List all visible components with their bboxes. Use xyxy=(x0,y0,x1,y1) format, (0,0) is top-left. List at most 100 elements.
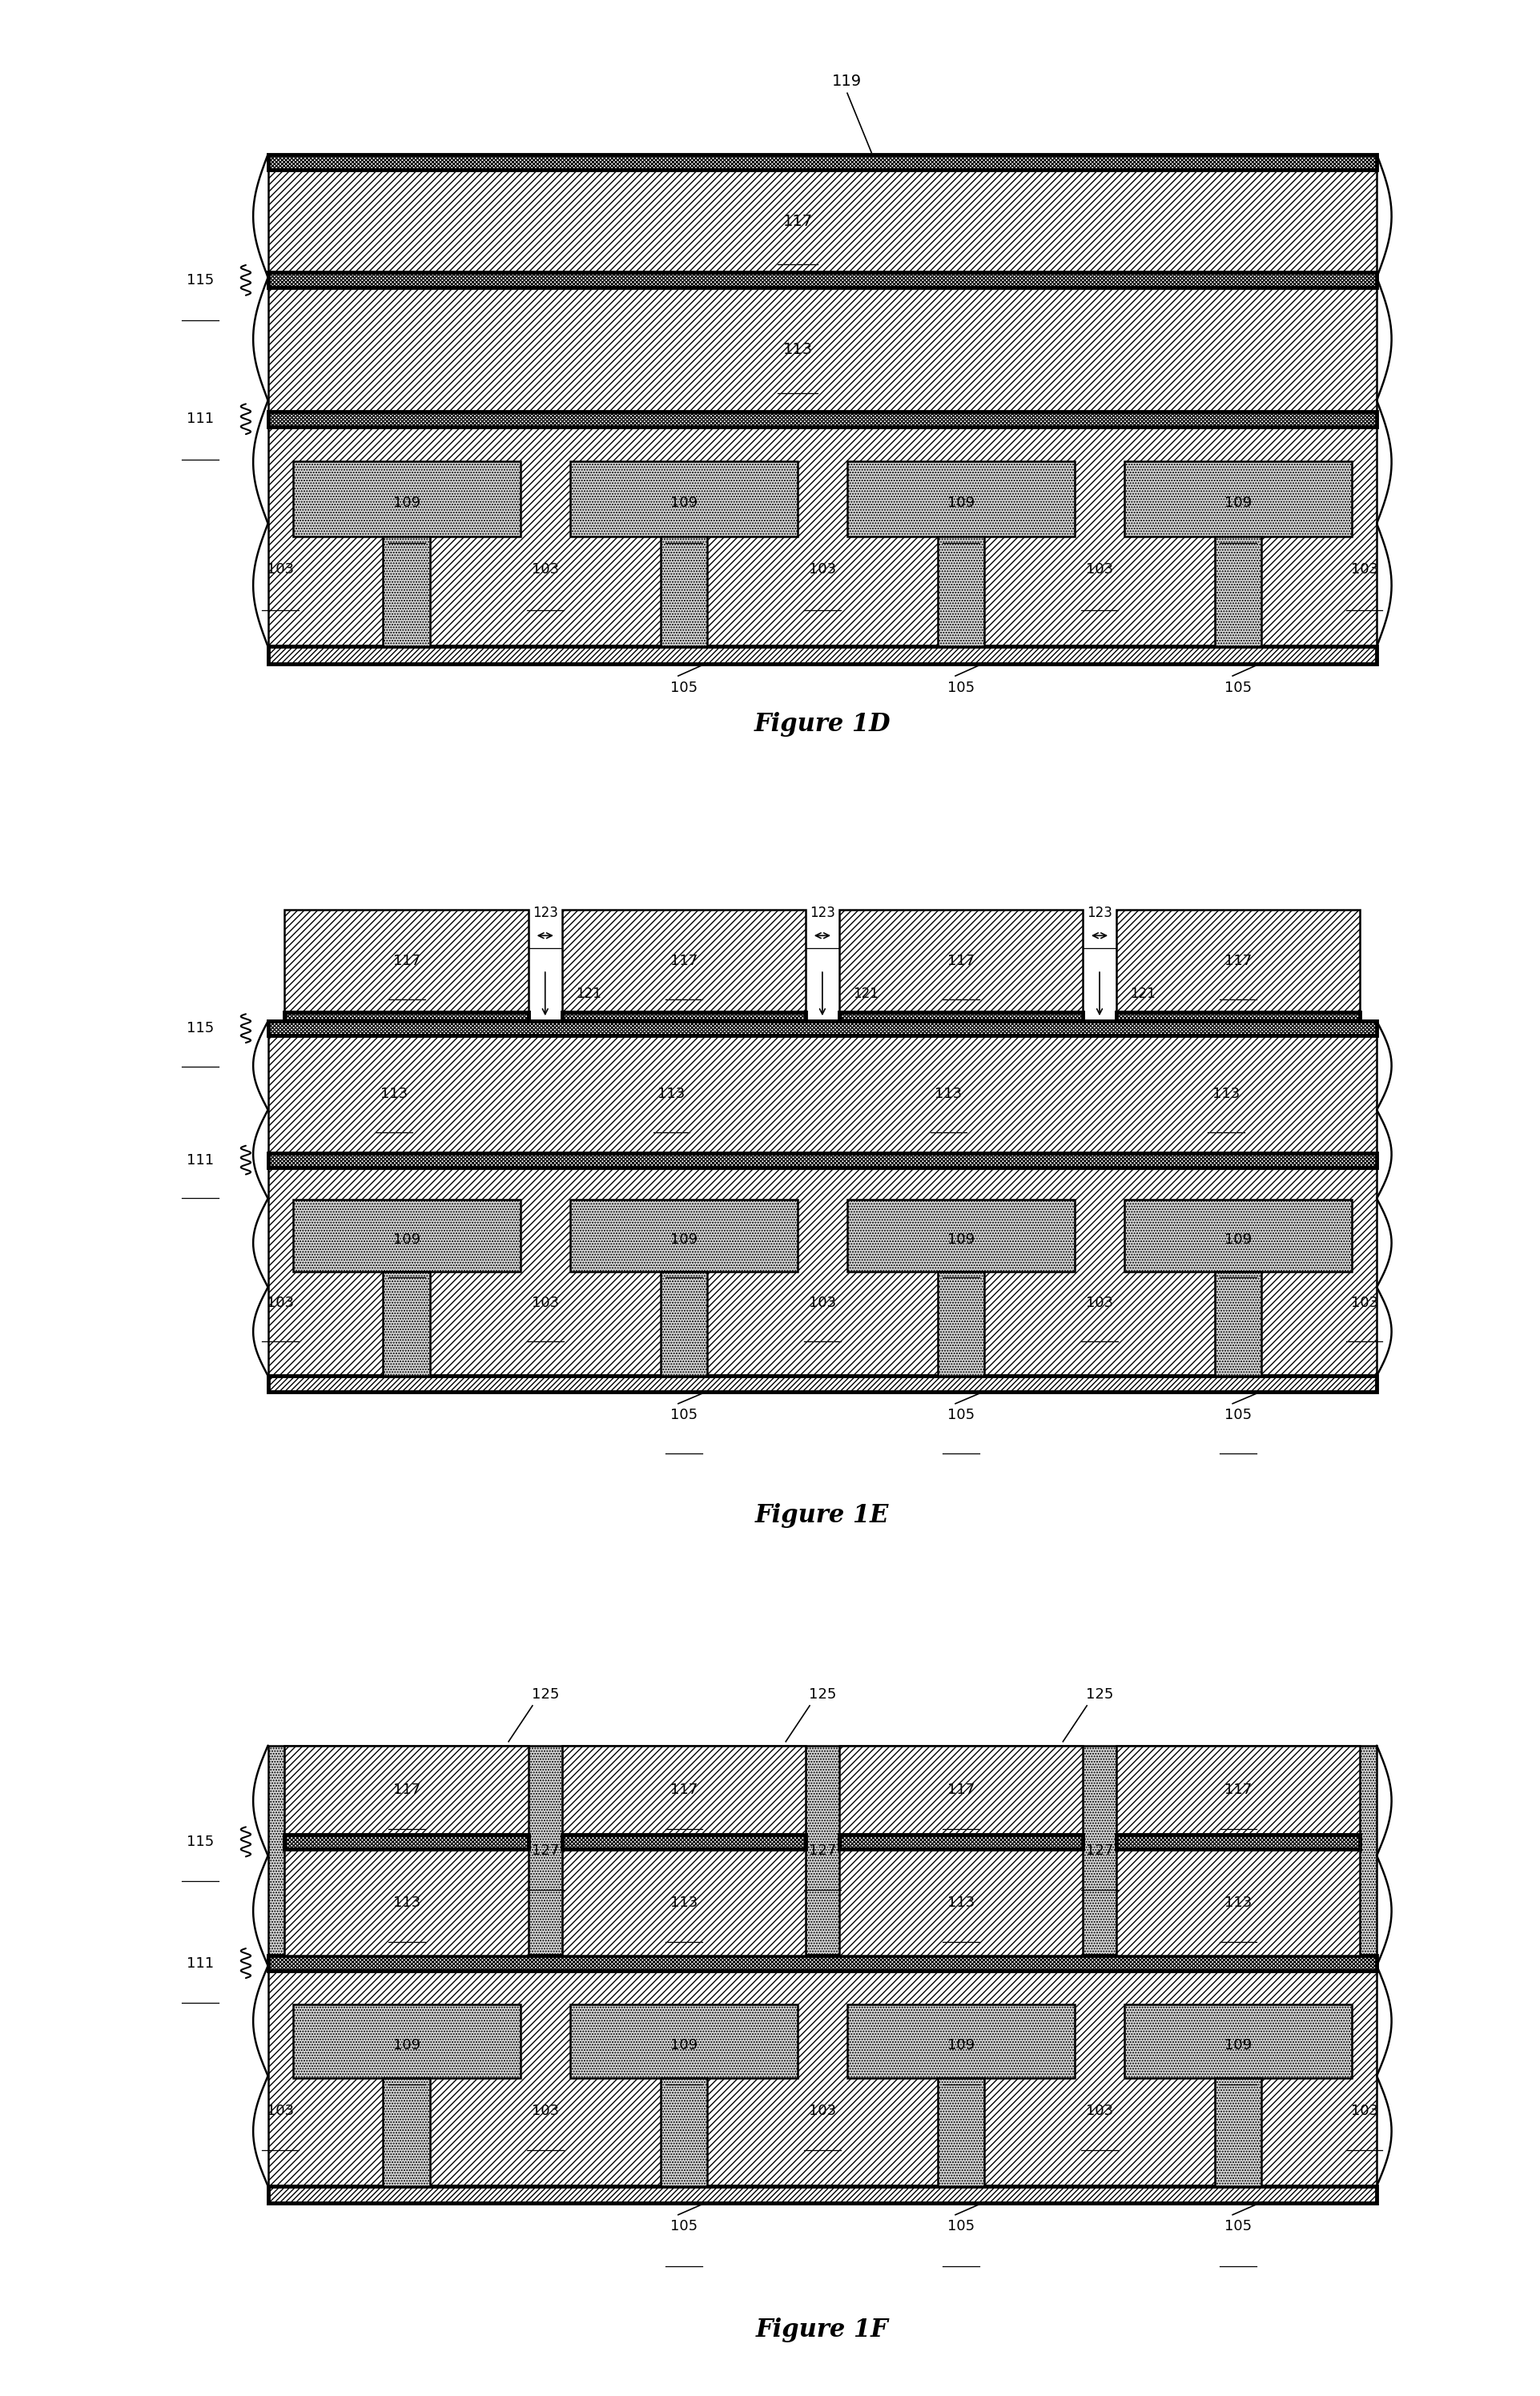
Bar xyxy=(562,1014,805,1021)
Bar xyxy=(1124,2005,1352,2077)
Text: 117: 117 xyxy=(1224,954,1252,968)
Bar xyxy=(839,910,1083,1014)
Bar xyxy=(268,1375,1377,1392)
Bar xyxy=(562,1850,805,1955)
Text: 103: 103 xyxy=(1351,1296,1378,1311)
Bar xyxy=(570,1200,798,1272)
Bar xyxy=(268,426,1377,647)
Text: 127: 127 xyxy=(1086,1843,1113,1857)
Bar xyxy=(847,2005,1075,2077)
Text: 121: 121 xyxy=(1130,987,1157,1002)
Text: 103: 103 xyxy=(1351,2104,1378,2118)
Text: 103: 103 xyxy=(531,1296,559,1311)
Bar xyxy=(938,537,984,647)
Bar xyxy=(268,412,1377,426)
Bar xyxy=(268,1021,1377,1035)
Text: 117: 117 xyxy=(670,1783,698,1797)
Text: 121: 121 xyxy=(576,987,602,1002)
Bar xyxy=(293,460,521,537)
Text: 109: 109 xyxy=(1224,2039,1252,2053)
Bar xyxy=(285,1747,528,1835)
Text: 123: 123 xyxy=(533,906,557,920)
Text: 103: 103 xyxy=(266,1296,294,1311)
Bar xyxy=(285,1014,528,1021)
Text: 113: 113 xyxy=(380,1088,408,1102)
Text: Figure 1F: Figure 1F xyxy=(756,2317,889,2343)
Bar xyxy=(383,1272,430,1375)
Text: 115: 115 xyxy=(186,1021,214,1035)
Text: 109: 109 xyxy=(393,496,420,510)
Bar xyxy=(268,1747,1377,1955)
Bar xyxy=(293,1200,521,1272)
Bar xyxy=(268,273,1377,288)
Bar xyxy=(847,1200,1075,1272)
Text: 103: 103 xyxy=(1086,2104,1113,2118)
Bar xyxy=(570,460,798,537)
Text: 105: 105 xyxy=(947,1409,975,1423)
Text: 103: 103 xyxy=(266,563,294,577)
Bar xyxy=(268,2185,1377,2202)
Bar xyxy=(285,1835,528,1850)
Bar xyxy=(938,1272,984,1375)
Text: 127: 127 xyxy=(531,1843,559,1857)
Text: 103: 103 xyxy=(808,563,836,577)
Text: 103: 103 xyxy=(1086,1296,1113,1311)
Text: 113: 113 xyxy=(782,343,813,357)
Text: 125: 125 xyxy=(808,1687,836,1701)
Bar xyxy=(1116,1014,1360,1021)
Text: 103: 103 xyxy=(531,2104,559,2118)
Text: 111: 111 xyxy=(186,1152,214,1167)
Text: 113: 113 xyxy=(1212,1088,1240,1102)
Text: 123: 123 xyxy=(810,906,835,920)
Bar xyxy=(285,1850,528,1955)
Bar xyxy=(268,1970,1377,2185)
Bar xyxy=(268,153,1377,170)
Bar xyxy=(839,1014,1083,1021)
Text: 105: 105 xyxy=(1224,1409,1252,1423)
Bar xyxy=(268,1955,1377,1970)
Bar xyxy=(268,1035,1377,1152)
Text: 117: 117 xyxy=(670,954,698,968)
Bar xyxy=(268,1152,1377,1167)
Text: 109: 109 xyxy=(670,2039,698,2053)
Text: 113: 113 xyxy=(935,1088,962,1102)
Bar xyxy=(285,910,528,1014)
Bar xyxy=(1215,2077,1261,2185)
Text: 113: 113 xyxy=(393,1895,420,1910)
Text: 109: 109 xyxy=(670,496,698,510)
Text: 117: 117 xyxy=(393,954,420,968)
Text: 103: 103 xyxy=(1086,563,1113,577)
Text: 113: 113 xyxy=(947,1895,975,1910)
Text: 103: 103 xyxy=(266,2104,294,2118)
Text: 125: 125 xyxy=(1086,1687,1113,1701)
Bar xyxy=(562,1835,805,1850)
Text: 111: 111 xyxy=(186,412,214,426)
Text: 105: 105 xyxy=(1224,2219,1252,2233)
Text: 113: 113 xyxy=(1224,1895,1252,1910)
Text: 109: 109 xyxy=(1224,496,1252,510)
Text: 109: 109 xyxy=(947,1232,975,1246)
Text: 105: 105 xyxy=(1224,680,1252,695)
Text: 105: 105 xyxy=(670,1409,698,1423)
Bar xyxy=(268,288,1377,412)
Bar xyxy=(1116,910,1360,1014)
Text: 125: 125 xyxy=(531,1687,559,1701)
Text: 109: 109 xyxy=(393,2039,420,2053)
Bar xyxy=(570,2005,798,2077)
Text: Figure 1D: Figure 1D xyxy=(755,712,890,736)
Bar xyxy=(1116,1747,1360,1835)
Text: 115: 115 xyxy=(186,273,214,288)
Bar xyxy=(839,1850,1083,1955)
Bar xyxy=(293,2005,521,2077)
Text: 113: 113 xyxy=(658,1088,685,1102)
Bar xyxy=(1124,460,1352,537)
Text: 105: 105 xyxy=(670,680,698,695)
Bar xyxy=(562,1747,805,1835)
Text: 117: 117 xyxy=(947,954,975,968)
Text: Figure 1E: Figure 1E xyxy=(755,1502,890,1529)
Bar xyxy=(1124,1200,1352,1272)
Text: 103: 103 xyxy=(531,563,559,577)
Bar xyxy=(562,910,805,1014)
Bar xyxy=(1116,1850,1360,1955)
Text: 115: 115 xyxy=(186,1835,214,1850)
